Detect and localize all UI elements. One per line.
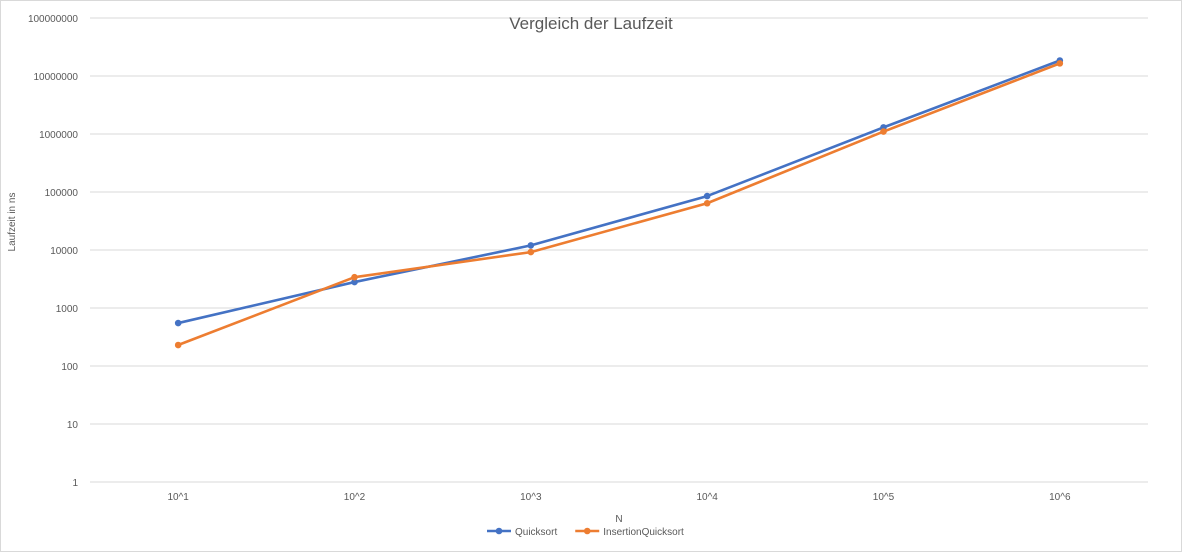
y-tick-label: 10000000 [34,72,79,83]
x-tick-label: 10^2 [344,492,366,503]
y-tick-label: 100 [61,362,78,373]
legend: Quicksort InsertionQuicksort [487,527,684,538]
y-tick-label: 100000 [45,188,79,199]
x-tick-label: 10^6 [1049,492,1071,503]
legend-item: InsertionQuicksort [575,527,684,538]
y-tick-label: 10000 [50,246,78,257]
x-tick-labels: 10^1 10^2 10^3 10^4 10^5 10^6 [167,492,1070,503]
legend-swatch-marker [495,527,503,535]
y-axis-label: Laufzeit in ns [7,193,18,252]
x-tick-label: 10^4 [696,492,718,503]
x-tick-label: 10^5 [873,492,895,503]
series-lines [174,57,1064,349]
y-tick-label: 1 [72,478,78,489]
gridlines [90,17,1148,483]
legend-label: InsertionQuicksort [603,527,684,538]
y-tick-label: 100000000 [28,14,78,25]
data-point [174,341,182,349]
data-point [880,128,887,135]
y-tick-label: 10 [67,420,79,431]
legend-swatch-marker [583,527,591,535]
data-point [351,278,358,286]
x-tick-label: 10^1 [167,492,189,503]
y-tick-label: 1000000 [39,130,78,141]
data-point [527,248,535,256]
series-line [176,62,1062,347]
legend-item: Quicksort [487,527,557,538]
data-point [703,199,711,207]
x-tick-label: 10^3 [520,492,542,503]
data-point [703,192,711,200]
data-point [527,242,535,249]
data-point [351,273,358,281]
series-insertionquicksort [174,60,1064,349]
chart-title: Vergleich der Laufzeit [509,14,673,33]
y-tick-labels: 1 10 100 1000 10000 100000 1000000 10000000 1000… [28,14,79,489]
legend-label: Quicksort [515,527,557,538]
data-point [1056,60,1064,67]
x-axis-label: N [615,514,622,525]
data-point [174,319,182,327]
y-tick-label: 1000 [56,304,79,315]
